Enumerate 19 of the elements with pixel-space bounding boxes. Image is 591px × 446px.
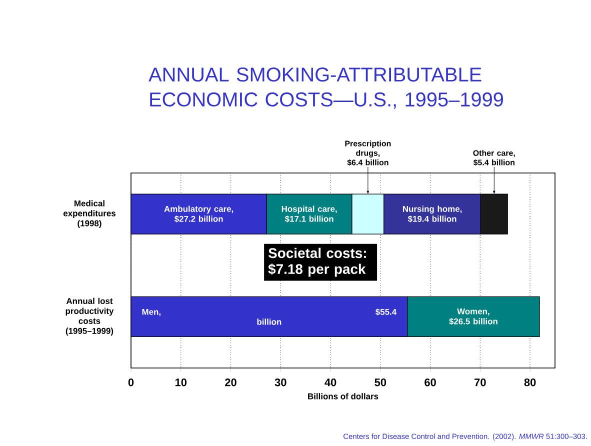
data-label: Women, $26.5 billion xyxy=(449,308,498,325)
x-tick-label: 70 xyxy=(474,378,486,386)
y-tick-label: Medical expenditures (1998) xyxy=(63,200,116,228)
x-tick-label: 20 xyxy=(225,378,236,386)
annotation: Societal costs: $7.18 per pack xyxy=(268,248,366,277)
x-tick-label: 80 xyxy=(524,378,536,386)
chart-title: ANNUAL SMOKING-ATTRIBUTABLE ECONOMIC COSTS—U.S., 1995–1999 xyxy=(148,68,504,109)
x-tick-label: 0 xyxy=(128,378,134,386)
x-tick-label: 60 xyxy=(424,378,436,386)
x-tick-label: 10 xyxy=(175,378,187,386)
x-axis-title: Billions of dollars xyxy=(308,393,378,400)
data-label: Nursing home, $19.4 billion xyxy=(402,206,462,222)
x-tick-label: 50 xyxy=(374,378,386,386)
y-tick-label: Annual lost productivity costs (1995–1999) xyxy=(66,298,114,336)
data-label: Hospital care, $17.1 billion xyxy=(282,206,337,222)
x-tick-label: 30 xyxy=(274,378,286,386)
x-tick-label: 40 xyxy=(324,378,336,386)
text: Men, $55.4 billion xyxy=(142,308,397,325)
data-label: Ambulatory care, $27.2 billion xyxy=(164,206,234,222)
